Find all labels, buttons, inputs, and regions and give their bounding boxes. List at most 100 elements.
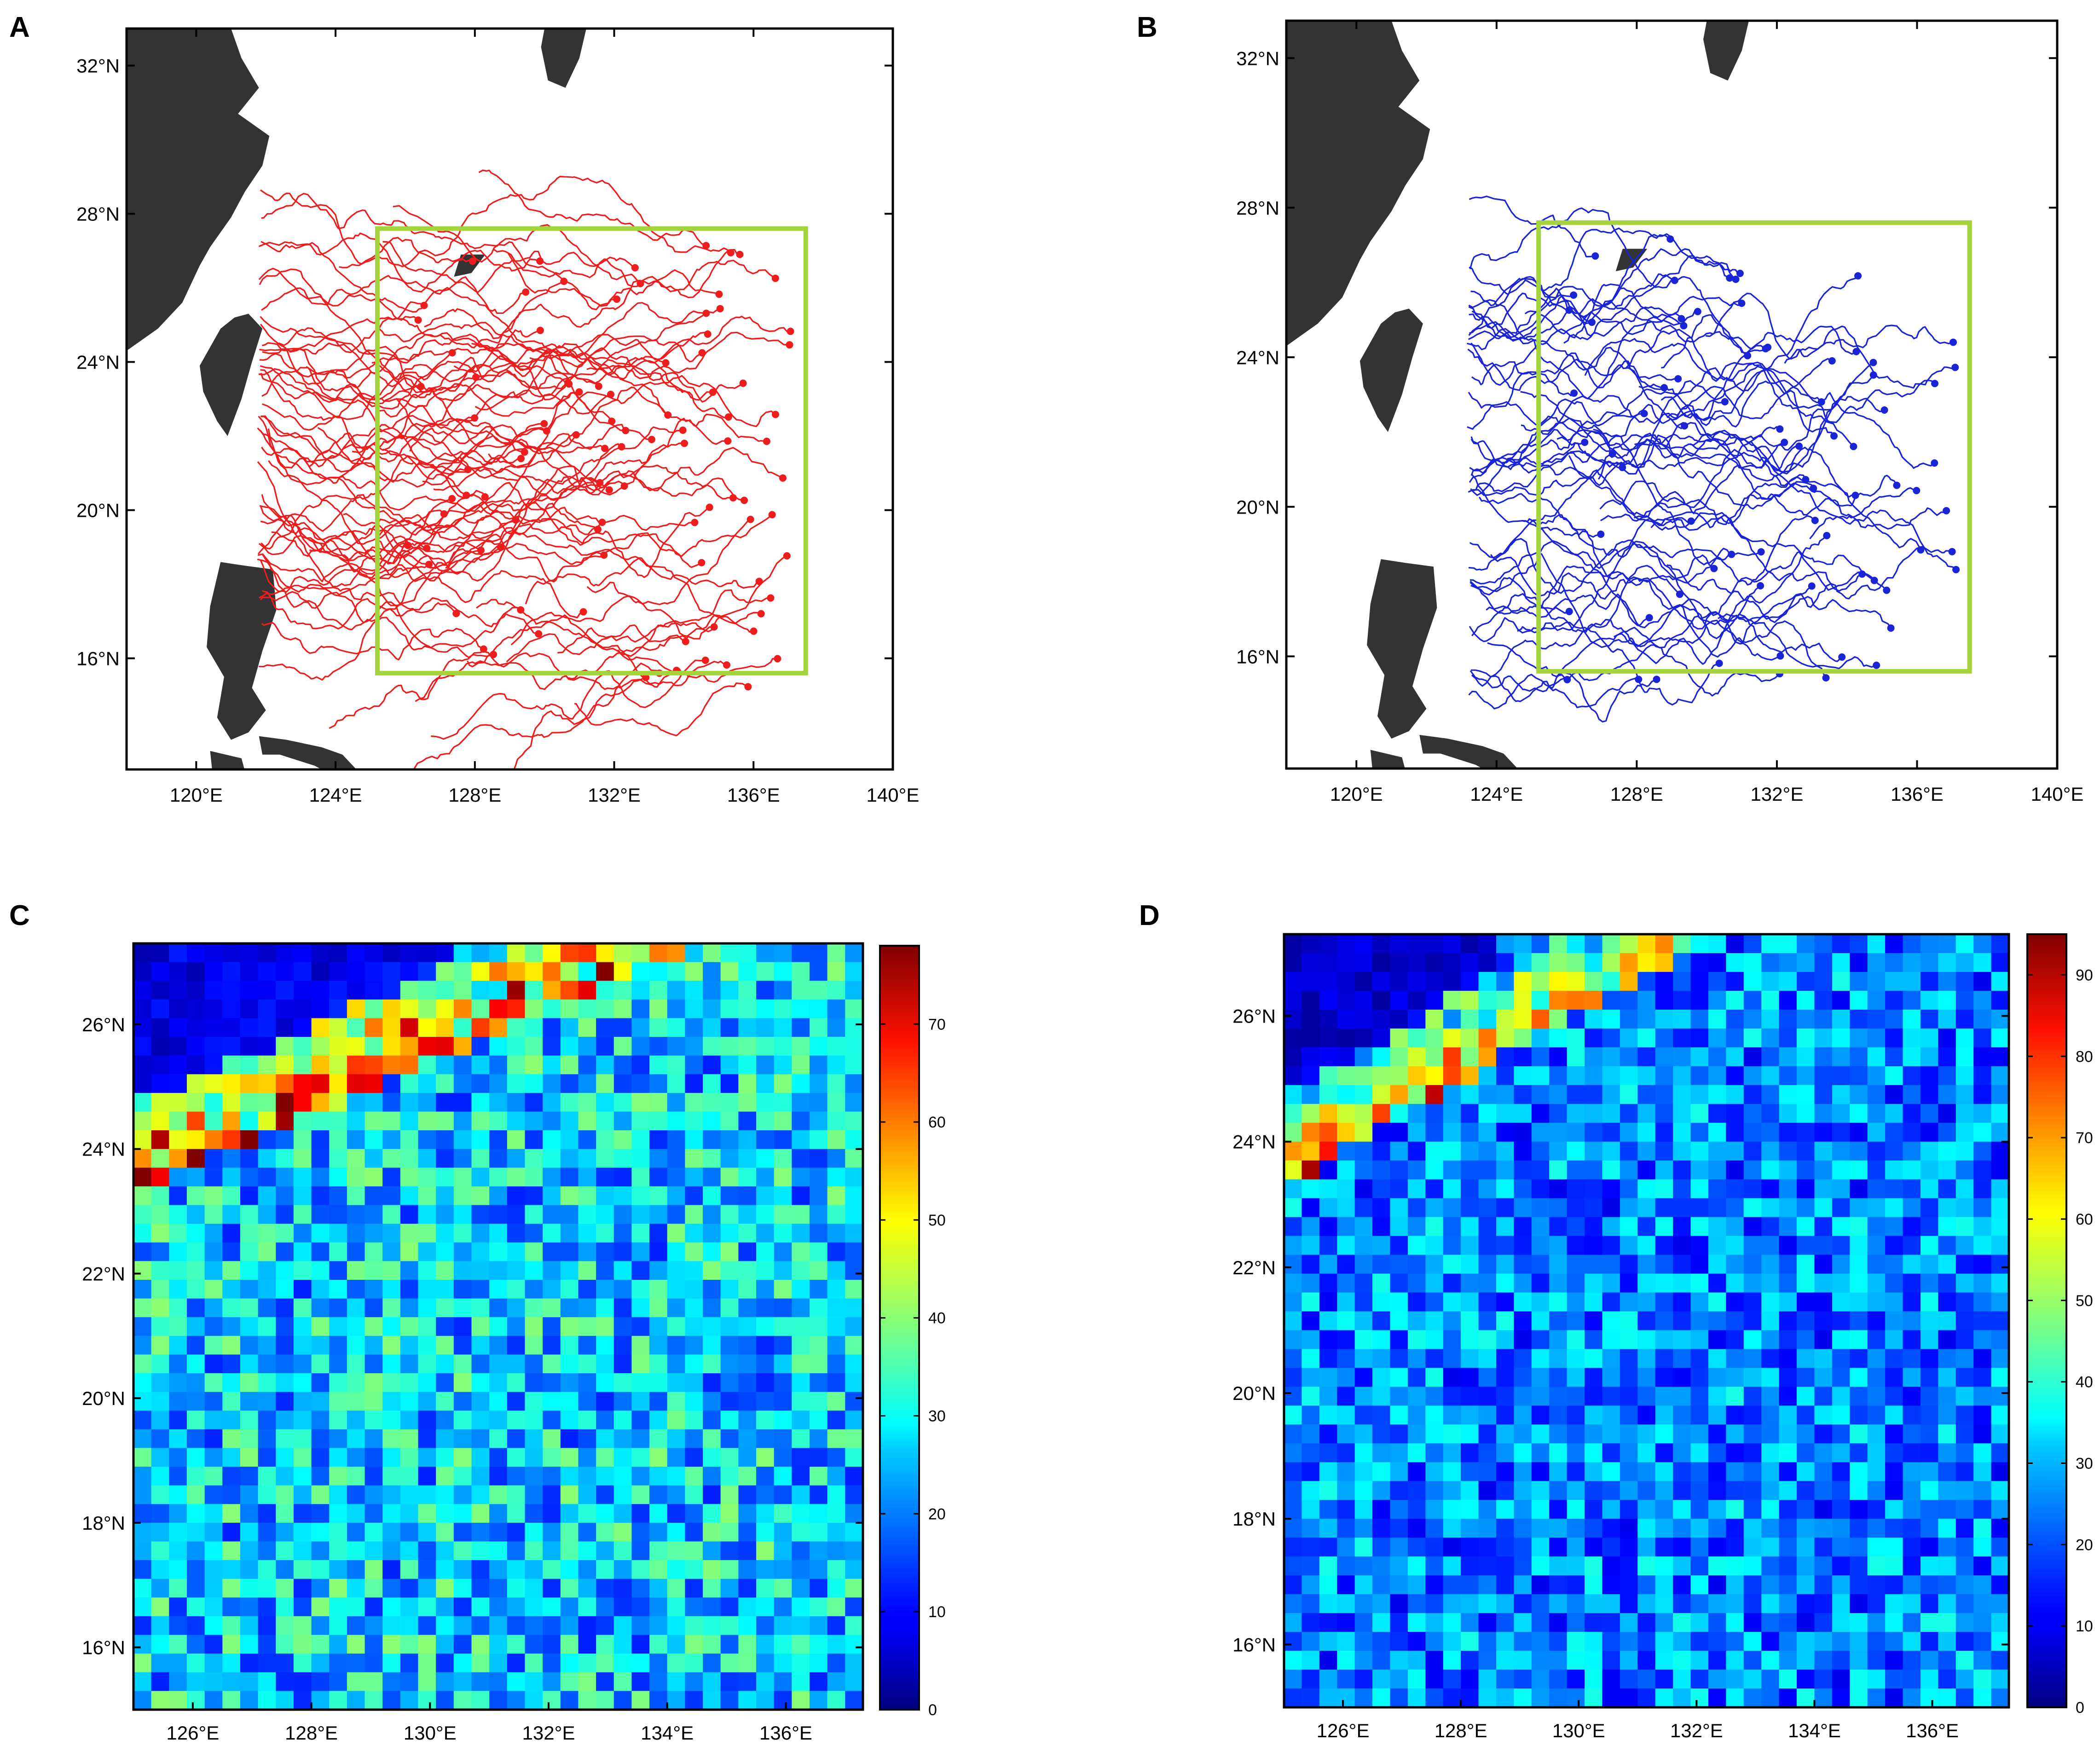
drifter-track (259, 543, 605, 624)
heatmap-cell (738, 1018, 757, 1037)
heatmap-cell (1955, 1368, 1974, 1388)
heatmap-cell (1620, 971, 1638, 991)
heatmap-cell (756, 1037, 775, 1056)
drifter-track (525, 557, 760, 605)
heatmap-cell (1567, 1028, 1585, 1048)
heatmap-cell (560, 1467, 579, 1486)
drifter-start-point (1851, 491, 1859, 499)
heatmap-cell (1407, 1047, 1426, 1067)
colorbar-tick-label: 70 (2076, 1129, 2093, 1147)
heatmap-cell (1797, 1424, 1815, 1444)
heatmap-cell (1425, 1198, 1444, 1218)
heatmap-cell (1514, 1255, 1532, 1274)
heatmap-cell (792, 1093, 810, 1112)
heatmap-cell (1372, 1462, 1391, 1481)
drifter-track (395, 398, 622, 494)
heatmap-cell (1832, 1405, 1850, 1425)
heatmap-cell (382, 1578, 401, 1598)
heatmap-cell (1531, 1047, 1550, 1067)
heatmap-cell (543, 1448, 561, 1467)
heatmap-cell (1637, 1028, 1656, 1048)
heatmap-cell (525, 1560, 543, 1579)
heatmap-cell (613, 1186, 632, 1206)
heatmap-cell (1443, 1330, 1461, 1350)
heatmap-cell (293, 999, 312, 1019)
heatmap-cell (1602, 1481, 1620, 1500)
heatmap-cell (1867, 1500, 1886, 1519)
heatmap-cell (436, 1560, 454, 1579)
heatmap-cell (1443, 971, 1461, 991)
heatmap-cell (1425, 1160, 1444, 1180)
heatmap-cell (186, 1336, 205, 1355)
heatmap-cell (293, 1672, 312, 1691)
heatmap-cell (1955, 1538, 1974, 1557)
heatmap-cell (1991, 990, 2009, 1010)
heatmap-cell (1337, 1670, 1355, 1689)
heatmap-cell (1991, 1292, 2009, 1312)
heatmap-cell (1496, 1387, 1514, 1406)
heatmap-cell (649, 1616, 668, 1636)
heatmap-cell (1425, 1481, 1444, 1500)
heatmap-cell (151, 1130, 169, 1150)
heatmap-cell (1390, 1556, 1408, 1576)
heatmap-cell (258, 943, 276, 963)
heatmap-cell (703, 1485, 721, 1504)
heatmap-cell (1938, 1556, 1956, 1576)
heatmap-cell (738, 1467, 757, 1486)
heatmap-cell (1797, 1613, 1815, 1632)
heatmap-cell (418, 1298, 436, 1318)
heatmap-cell (1549, 1368, 1568, 1388)
heatmap-cell (1372, 1688, 1391, 1708)
heatmap-cell (1797, 1217, 1815, 1237)
heatmap-cell (1779, 1575, 1797, 1595)
heatmap-cell (1425, 934, 1444, 954)
heatmap-cell (1832, 1198, 1850, 1218)
heatmap-cell (649, 1055, 668, 1075)
heatmap-cell (827, 1111, 845, 1131)
heatmap-cell (1885, 1028, 1903, 1048)
heatmap-cell (703, 1111, 721, 1131)
heatmap-cell (1514, 1198, 1532, 1218)
heatmap-cell (204, 1635, 223, 1654)
heatmap-cell (1743, 1424, 1762, 1444)
heatmap-cell (578, 1448, 596, 1467)
heatmap-cell (222, 1448, 241, 1467)
heatmap-cell (667, 1522, 686, 1542)
heatmap-cell (1425, 1405, 1444, 1425)
heatmap-cell (1284, 1236, 1302, 1255)
heatmap-cell (1337, 1500, 1355, 1519)
drifter-track (439, 413, 767, 489)
heatmap-cell (1461, 1085, 1479, 1104)
heatmap-cell (1354, 1330, 1373, 1350)
heatmap-cell (1920, 1594, 1938, 1613)
drifter-start-point (575, 388, 583, 396)
heatmap-cell (1372, 1632, 1391, 1651)
heatmap-cell (1637, 953, 1656, 972)
heatmap-cell (186, 1130, 205, 1150)
heatmap-cell (1354, 1424, 1373, 1444)
heatmap-cell (1461, 1368, 1479, 1388)
heatmap-cell (1938, 953, 1956, 972)
heatmap-cell (1761, 1160, 1780, 1180)
heatmap-cell (810, 981, 828, 1000)
drifter-track (1487, 642, 1657, 723)
drifter-track (260, 241, 419, 321)
heatmap-cell (258, 1541, 276, 1561)
heatmap-cell (1885, 1273, 1903, 1293)
heatmap-cell (631, 1578, 650, 1598)
heatmap-cell (649, 1653, 668, 1673)
heatmap-cell (649, 1672, 668, 1691)
heatmap-cell (1549, 990, 1568, 1010)
heatmap-cell (631, 1074, 650, 1093)
heatmap-cell (1407, 1651, 1426, 1670)
lat-tick-label: 20°N (1232, 1382, 1276, 1404)
heatmap-cell (1567, 1462, 1585, 1481)
heatmap-cell (1726, 1330, 1744, 1350)
heatmap-cell (240, 1317, 259, 1336)
heatmap-cell (1726, 1632, 1744, 1651)
heatmap-cell (827, 1653, 845, 1673)
heatmap-cell (1797, 1538, 1815, 1557)
heatmap-cell (364, 999, 383, 1019)
heatmap-cell (169, 1037, 187, 1056)
heatmap-cell (1637, 1009, 1656, 1029)
